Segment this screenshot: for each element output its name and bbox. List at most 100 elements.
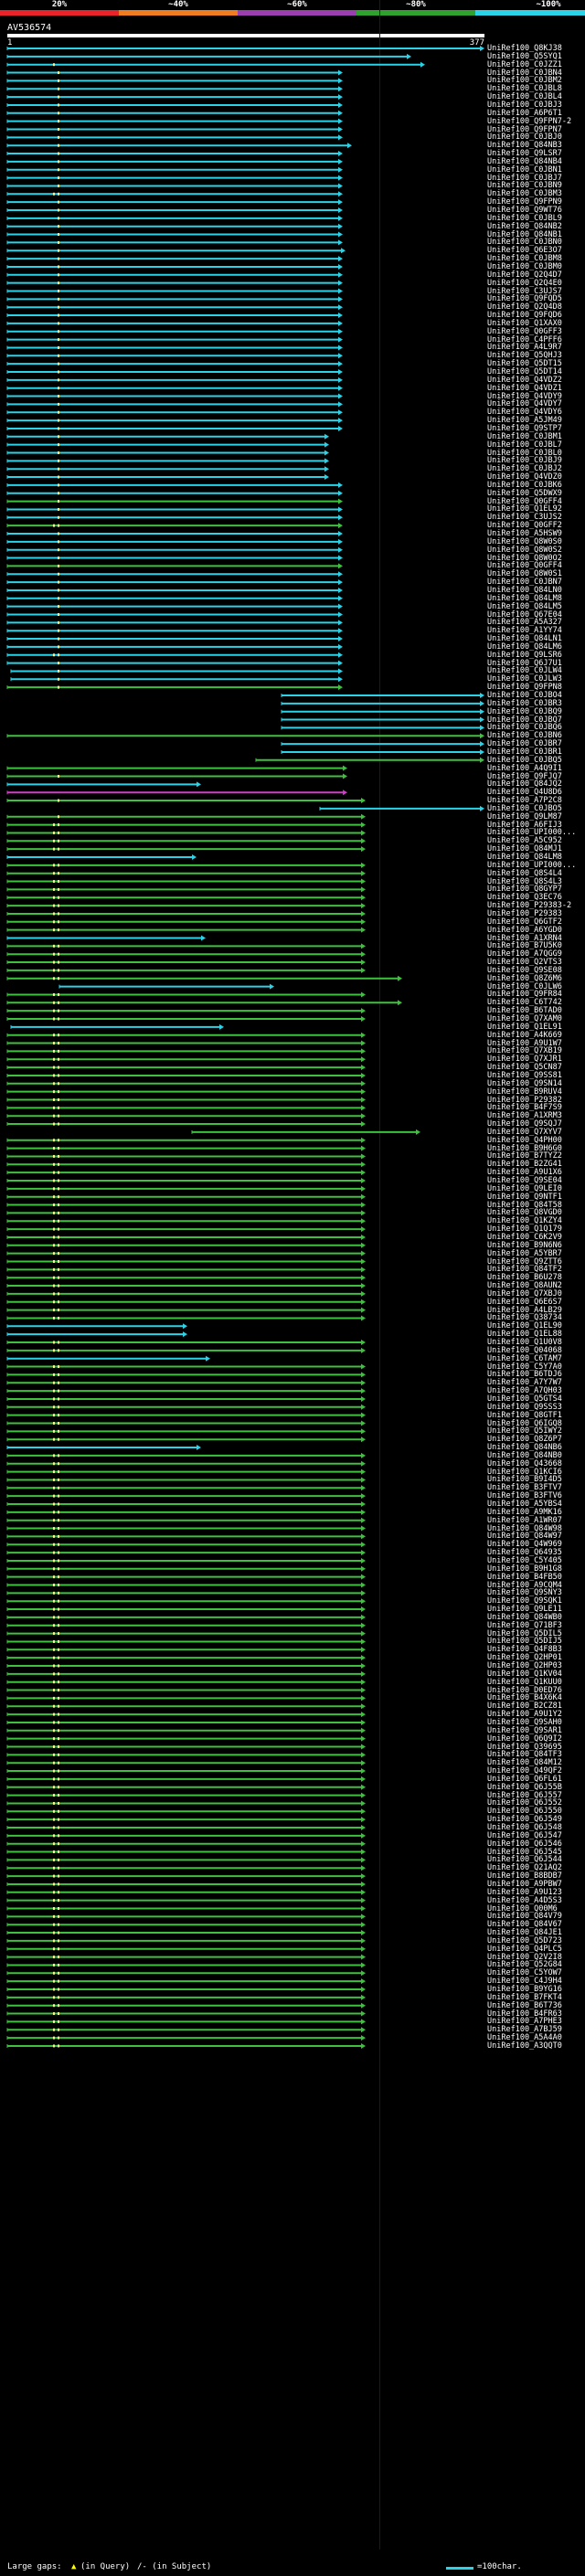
hit-row[interactable] (281, 741, 484, 747)
hit-row[interactable] (6, 1533, 366, 1540)
hit-label[interactable]: UniRef100_Q4VDZ2 (487, 375, 562, 385)
hit-label[interactable]: UniRef100_Q1KV04 (487, 1669, 562, 1679)
hit-label[interactable]: UniRef100_C4J9H4 (487, 1977, 562, 1987)
hit-label[interactable]: UniRef100_Q8W0S0 (487, 536, 562, 546)
hit-row[interactable] (6, 2027, 366, 2033)
hit-row[interactable] (6, 854, 197, 860)
hit-label[interactable]: UniRef100_Q9SS81 (487, 1070, 562, 1080)
hit-row[interactable] (6, 1606, 366, 1613)
hit-label[interactable]: UniRef100_A7BJ59 (487, 2025, 562, 2035)
hit-label[interactable]: UniRef100_B9N6N6 (487, 1240, 562, 1250)
hit-label[interactable]: UniRef100_C0JBM8 (487, 254, 562, 264)
hit-row[interactable] (6, 991, 366, 998)
hit-label[interactable]: UniRef100_B4FR63 (487, 2009, 562, 2019)
hit-row[interactable] (6, 1388, 366, 1394)
hit-label[interactable]: UniRef100_Q2Q4D7 (487, 270, 562, 280)
hit-row[interactable] (6, 903, 366, 909)
hit-row[interactable] (6, 1687, 366, 1693)
hit-row[interactable] (6, 927, 366, 933)
hit-row[interactable] (6, 134, 343, 141)
hit-row[interactable] (6, 296, 343, 302)
hit-row[interactable] (6, 1226, 366, 1233)
hit-row[interactable] (6, 1945, 366, 1952)
hit-row[interactable] (6, 183, 343, 189)
hit-label[interactable]: UniRef100_Q9FPN7 (487, 124, 562, 134)
hit-label[interactable]: UniRef100_Q6J545 (487, 1847, 562, 1857)
hit-row[interactable] (6, 563, 343, 569)
hit-label[interactable]: UniRef100_Q4VDY6 (487, 408, 562, 418)
hit-label[interactable]: UniRef100_C0JBR7 (487, 739, 562, 749)
hit-label[interactable]: UniRef100_Q9SE04 (487, 1176, 562, 1185)
hit-label[interactable]: UniRef100_Q52G84 (487, 1960, 562, 1970)
hit-row[interactable] (6, 531, 343, 536)
hit-label[interactable]: UniRef100_Q1KUU0 (487, 1677, 562, 1687)
hit-label[interactable]: UniRef100_P29382 (487, 1095, 562, 1105)
hit-row[interactable] (6, 813, 366, 820)
hit-label[interactable]: UniRef100_Q6J549 (487, 1815, 562, 1825)
hit-label[interactable]: UniRef100_Q2HP01 (487, 1653, 562, 1663)
hit-row[interactable] (6, 595, 343, 601)
hit-label[interactable]: UniRef100_Q84LM5 (487, 601, 562, 611)
hit-row[interactable] (6, 1695, 366, 1701)
hit-label[interactable]: UniRef100_Q39695 (487, 1742, 562, 1752)
hit-row[interactable] (6, 1468, 366, 1475)
hit-row[interactable] (6, 2042, 366, 2049)
hit-label[interactable]: UniRef100_C0JBR1 (487, 747, 562, 757)
hit-row[interactable] (6, 790, 347, 796)
hit-row[interactable] (6, 862, 366, 868)
hit-label[interactable]: UniRef100_A9U123 (487, 1887, 562, 1897)
hit-label[interactable]: UniRef100_B3FTV7 (487, 1483, 562, 1493)
hit-row[interactable] (281, 725, 484, 731)
hit-row[interactable] (6, 1113, 366, 1119)
hit-label[interactable]: UniRef100_Q5QHJ3 (487, 351, 562, 361)
hit-row[interactable] (6, 69, 343, 76)
hit-row[interactable] (6, 846, 366, 853)
hit-row[interactable] (6, 514, 343, 521)
hit-row[interactable] (6, 773, 347, 779)
hit-row[interactable] (6, 1825, 366, 1830)
hit-row[interactable] (6, 1178, 366, 1183)
hit-label[interactable]: UniRef100_C0JLW4 (487, 666, 562, 676)
hit-row[interactable] (6, 1655, 366, 1661)
hit-row[interactable] (6, 336, 343, 343)
hit-row[interactable] (6, 458, 329, 464)
hit-row[interactable] (6, 1922, 366, 1928)
hit-label[interactable]: UniRef100_Q9FPN7-2 (487, 116, 572, 126)
hit-label[interactable]: UniRef100_Q7XBJ0 (487, 1288, 562, 1299)
hit-row[interactable] (6, 895, 366, 901)
hit-row[interactable] (6, 1735, 366, 1742)
hit-row[interactable] (6, 385, 343, 391)
hit-label[interactable]: UniRef100_Q5DIL5 (487, 1628, 562, 1638)
hit-row[interactable] (6, 2035, 366, 2041)
hit-label[interactable]: UniRef100_Q8GTF1 (487, 1410, 562, 1420)
hit-row[interactable] (6, 1760, 366, 1766)
hit-label[interactable]: UniRef100_Q7XAM0 (487, 1014, 562, 1023)
hit-label[interactable]: UniRef100_C6K2V9 (487, 1232, 562, 1242)
hit-label[interactable]: UniRef100_A9MK16 (487, 1507, 562, 1517)
hit-label[interactable]: UniRef100_C0JBJ2 (487, 464, 562, 474)
hit-row[interactable] (6, 1727, 366, 1733)
hit-row[interactable] (6, 1857, 366, 1863)
hit-label[interactable]: UniRef100_A9U1Y2 (487, 1710, 562, 1720)
hit-row[interactable] (6, 1395, 366, 1402)
hit-row[interactable] (6, 943, 366, 949)
hit-label[interactable]: UniRef100_C0JBQ7 (487, 715, 562, 725)
hit-row[interactable] (6, 2019, 366, 2025)
hit-label[interactable]: UniRef100_Q7XJR1 (487, 1055, 562, 1065)
hit-label[interactable]: UniRef100_C0JBL4 (487, 92, 562, 102)
hit-row[interactable] (6, 1097, 366, 1103)
hit-row[interactable] (6, 1193, 366, 1200)
hit-label[interactable]: UniRef100_A7Y7W7 (487, 1378, 562, 1388)
hit-row[interactable] (6, 248, 346, 254)
hit-row[interactable] (6, 1574, 366, 1580)
hit-row[interactable] (6, 1849, 366, 1855)
hit-label[interactable]: UniRef100_Q9FR84 (487, 990, 562, 1000)
hit-row[interactable] (6, 1509, 366, 1515)
hit-label[interactable]: UniRef100_C0JBK6 (487, 480, 562, 490)
hit-label[interactable]: UniRef100_Q2Q4D8 (487, 302, 562, 313)
hit-row[interactable] (6, 870, 366, 876)
hit-row[interactable] (6, 1218, 366, 1224)
hit-label[interactable]: UniRef100_C5YOW7 (487, 1968, 562, 1978)
hit-row[interactable] (6, 1258, 366, 1265)
hit-label[interactable]: UniRef100_Q5SYQ1 (487, 51, 562, 61)
